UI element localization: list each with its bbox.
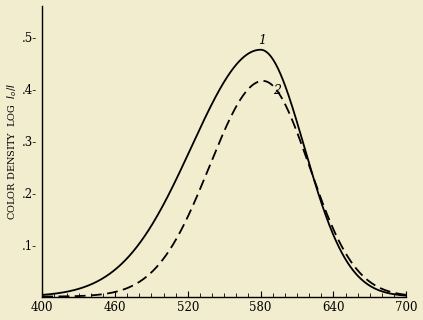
Text: 1: 1	[258, 34, 266, 47]
Text: 2: 2	[273, 84, 281, 97]
Y-axis label: COLOR DENSITY  LOG  $I_o/I$: COLOR DENSITY LOG $I_o/I$	[5, 83, 19, 220]
